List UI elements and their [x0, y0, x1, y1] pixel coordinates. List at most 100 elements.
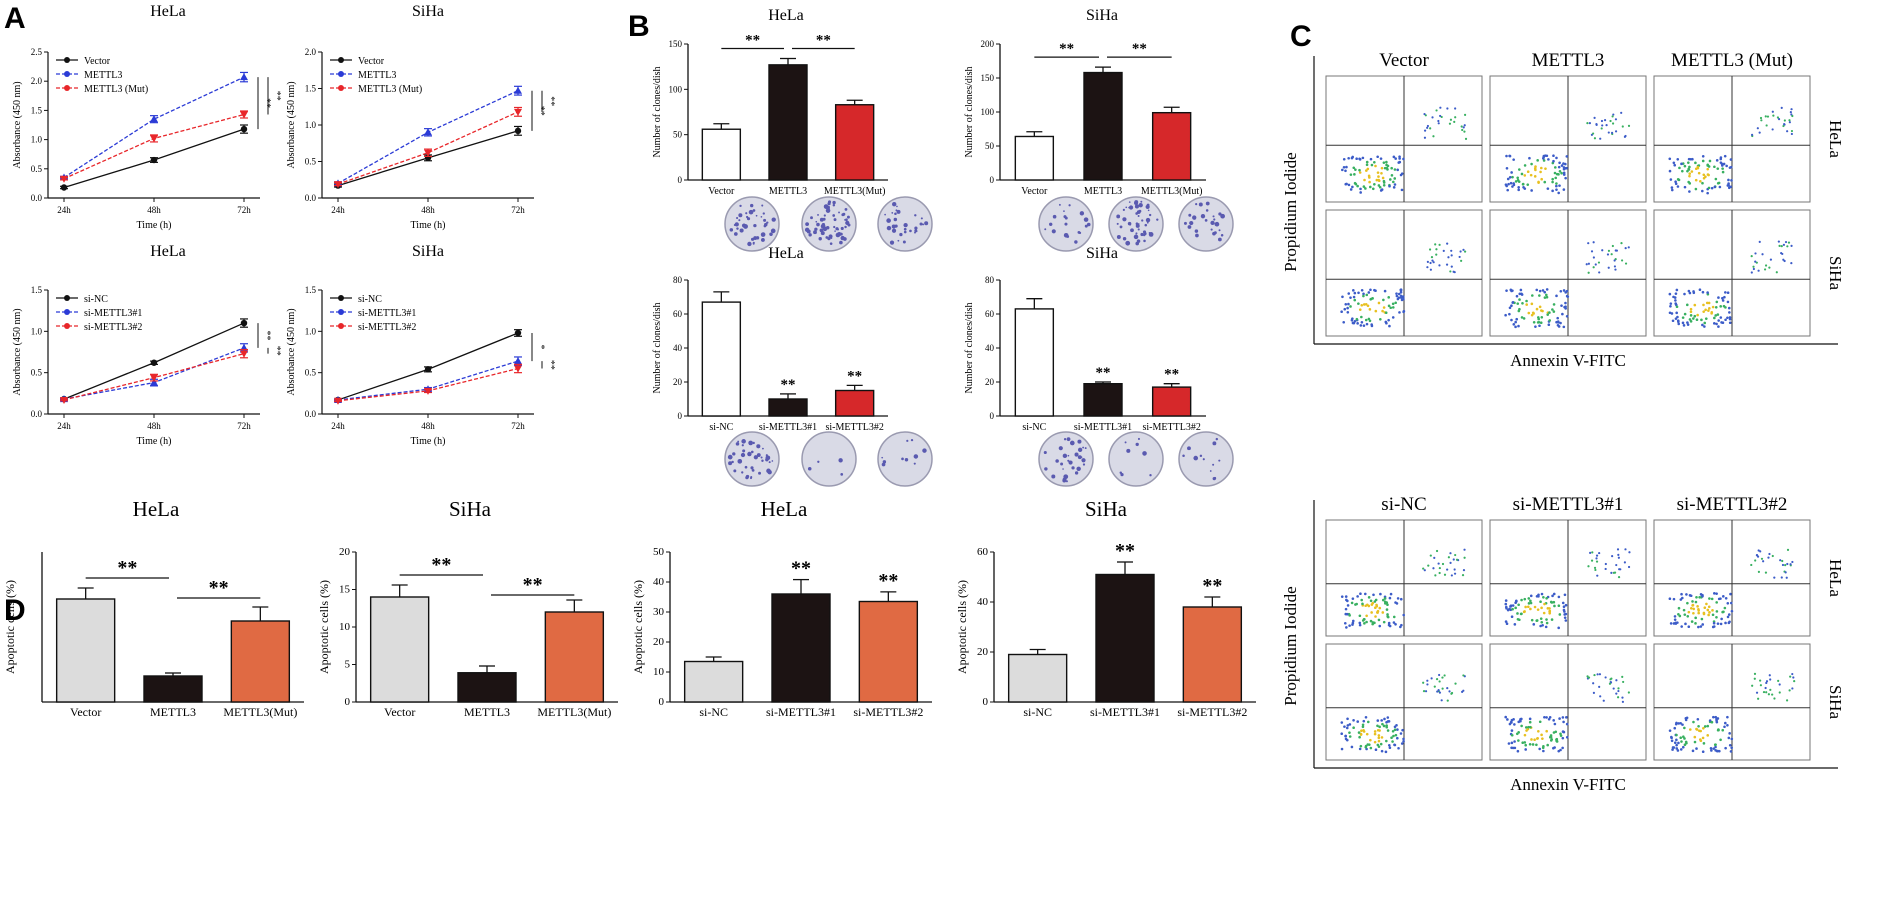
- cell-event: [1391, 302, 1395, 306]
- cell-event: [1623, 561, 1626, 564]
- cell-event: [1757, 269, 1760, 272]
- cell-event: [1586, 675, 1589, 678]
- cell-event: [1370, 603, 1374, 606]
- y-tick-label: 40: [977, 596, 989, 608]
- cell-event: [1595, 560, 1599, 563]
- cell-event: [1537, 320, 1541, 324]
- chart-title: SiHa: [1086, 7, 1118, 24]
- cell-event: [1362, 618, 1366, 621]
- cell-event: [1728, 620, 1731, 624]
- cell-event: [1432, 567, 1435, 570]
- cell-event: [1769, 678, 1772, 681]
- cell-event: [1726, 723, 1729, 727]
- cell-event: [1694, 600, 1698, 604]
- cell-event: [1702, 742, 1706, 745]
- cell-event: [1612, 571, 1615, 574]
- cell-event: [1365, 620, 1368, 624]
- cell-event: [1706, 724, 1710, 728]
- colony-spot: [1218, 237, 1222, 242]
- cell-event: [1344, 302, 1348, 306]
- x-axis-label: Time (h): [137, 436, 172, 447]
- cell-event: [1342, 320, 1346, 324]
- cell-event: [1388, 184, 1391, 188]
- colony-spot: [922, 223, 925, 226]
- cell-event: [1589, 551, 1592, 554]
- colony-spot: [1128, 201, 1131, 203]
- cell-event: [1600, 119, 1604, 123]
- cell-event: [1587, 271, 1590, 274]
- colony-spot: [760, 215, 763, 218]
- bar: [768, 398, 808, 417]
- cell-event: [1610, 131, 1614, 134]
- cell-event: [1558, 161, 1561, 165]
- cell-event: [1545, 621, 1549, 625]
- cell-event: [1715, 610, 1719, 613]
- cell-event: [1555, 184, 1558, 188]
- cell-event: [1352, 289, 1355, 292]
- cell-event: [1725, 164, 1728, 168]
- cell-event: [1521, 301, 1524, 305]
- colony-spot: [1136, 239, 1141, 243]
- cell-event: [1533, 167, 1537, 170]
- colony-spot: [805, 222, 809, 227]
- cell-event: [1692, 607, 1696, 611]
- cell-event: [1788, 119, 1791, 122]
- cell-event: [1517, 185, 1520, 189]
- cell-event: [1706, 608, 1710, 612]
- cell-event: [1385, 739, 1388, 743]
- y-tick-label: 100: [981, 107, 995, 117]
- cell-event: [1601, 124, 1604, 127]
- cell-event: [1378, 729, 1381, 732]
- cell-event: [1688, 182, 1692, 185]
- cell-event: [1702, 173, 1706, 177]
- cell-event: [1701, 181, 1704, 185]
- cell-event: [1528, 156, 1531, 160]
- colony-spot: [1137, 214, 1140, 217]
- cell-event: [1379, 592, 1382, 596]
- cell-event: [1705, 301, 1709, 305]
- cell-event: [1358, 171, 1362, 174]
- bar: [1007, 653, 1068, 703]
- cell-event: [1697, 724, 1700, 728]
- cell-event: [1677, 322, 1681, 326]
- cell-event: [1345, 626, 1348, 629]
- cell-event: [1344, 595, 1348, 598]
- column-title: METTL3: [1532, 50, 1605, 71]
- cell-event: [1719, 622, 1723, 626]
- y-tick-label: 20: [977, 646, 989, 658]
- cell-event: [1751, 684, 1754, 687]
- cell-event: [1535, 619, 1539, 622]
- cell-event: [1715, 749, 1719, 753]
- cell-event: [1562, 325, 1566, 329]
- cell-event: [1722, 610, 1725, 614]
- cell-event: [1593, 673, 1596, 677]
- cell-event: [1388, 324, 1391, 328]
- cell-event: [1603, 119, 1607, 122]
- cell-event: [1594, 263, 1597, 266]
- cell-event: [1388, 746, 1392, 750]
- cell-event: [1523, 174, 1527, 177]
- cell-event: [1518, 168, 1521, 171]
- cell-event: [1508, 306, 1512, 310]
- cell-event: [1786, 245, 1789, 248]
- colony-spot: [826, 226, 829, 229]
- y-tick-label: 50: [985, 141, 995, 151]
- colony-spot: [897, 239, 900, 242]
- cell-event: [1438, 264, 1441, 267]
- cell-event: [1382, 179, 1386, 183]
- cell-event: [1778, 691, 1781, 694]
- cell-event: [1564, 301, 1567, 305]
- cell-event: [1672, 295, 1675, 299]
- data-point: [514, 127, 522, 135]
- cell-event: [1368, 180, 1371, 184]
- cell-event: [1509, 288, 1513, 292]
- cell-event: [1792, 676, 1795, 679]
- cell-event: [1370, 163, 1374, 167]
- cell-event: [1519, 288, 1523, 292]
- cell-event: [1531, 743, 1535, 746]
- cell-event: [1686, 601, 1689, 605]
- cell-event: [1722, 162, 1726, 166]
- cell-event: [1390, 736, 1393, 740]
